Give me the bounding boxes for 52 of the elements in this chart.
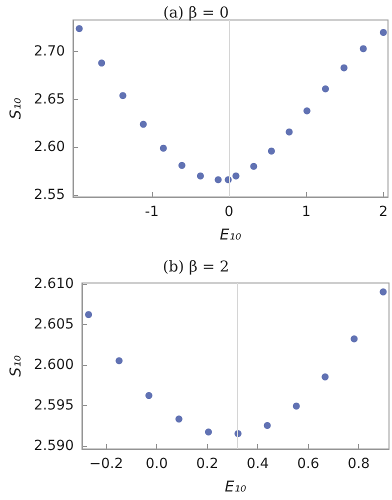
y-tick-label: 2.65 xyxy=(34,91,66,108)
point xyxy=(350,335,358,342)
point xyxy=(119,92,126,100)
point xyxy=(380,288,387,296)
point xyxy=(292,402,300,410)
point xyxy=(322,85,329,92)
x-axis-title: E₁₀ xyxy=(224,478,246,496)
point xyxy=(116,357,123,364)
x-tick-label: −0.2 xyxy=(89,456,124,472)
point xyxy=(175,416,182,423)
x-tick-label: 0.0 xyxy=(146,456,168,472)
y-tick-label: 2.60 xyxy=(34,139,66,156)
x-tick-label: 1 xyxy=(302,204,311,220)
chart-title: (a) β = 0 xyxy=(163,4,229,22)
point xyxy=(250,162,258,170)
chart-title: (b) β = 2 xyxy=(162,258,230,276)
y-tick-label: 2.610 xyxy=(34,276,74,292)
point xyxy=(196,172,204,180)
point xyxy=(360,45,367,52)
point xyxy=(145,392,152,400)
point xyxy=(160,144,167,152)
x-tick-label: 0 xyxy=(224,204,234,220)
x-tick-label: 0.4 xyxy=(246,456,269,472)
point xyxy=(214,176,222,184)
y-tick-label: 2.590 xyxy=(34,438,74,454)
x-tick-label: -1 xyxy=(144,204,159,220)
point xyxy=(268,148,275,155)
point xyxy=(204,428,212,436)
y-tick-label: 2.70 xyxy=(34,44,66,60)
point xyxy=(98,60,106,67)
y-axis-title: S₁₀ xyxy=(6,98,24,120)
point xyxy=(178,162,186,169)
point xyxy=(76,25,83,32)
point xyxy=(322,373,329,380)
point xyxy=(264,422,271,430)
point xyxy=(286,128,293,136)
point xyxy=(340,64,348,72)
point xyxy=(303,107,310,114)
point xyxy=(140,120,147,128)
point xyxy=(85,311,92,318)
y-tick-label: 2.600 xyxy=(34,356,74,373)
y-tick-label: 2.55 xyxy=(34,187,66,204)
x-tick-label: 0.2 xyxy=(196,456,218,472)
x-axis-title: E₁₀ xyxy=(220,226,242,244)
y-tick-label: 2.605 xyxy=(34,316,74,332)
x-tick-label: 0.8 xyxy=(348,456,370,472)
y-tick-label: 2.595 xyxy=(34,397,74,414)
x-tick-label: 0.6 xyxy=(297,456,320,472)
y-axis-title: S₁₀ xyxy=(6,355,24,377)
x-tick-label: 2 xyxy=(378,204,388,220)
point xyxy=(232,172,240,180)
point xyxy=(380,28,387,36)
